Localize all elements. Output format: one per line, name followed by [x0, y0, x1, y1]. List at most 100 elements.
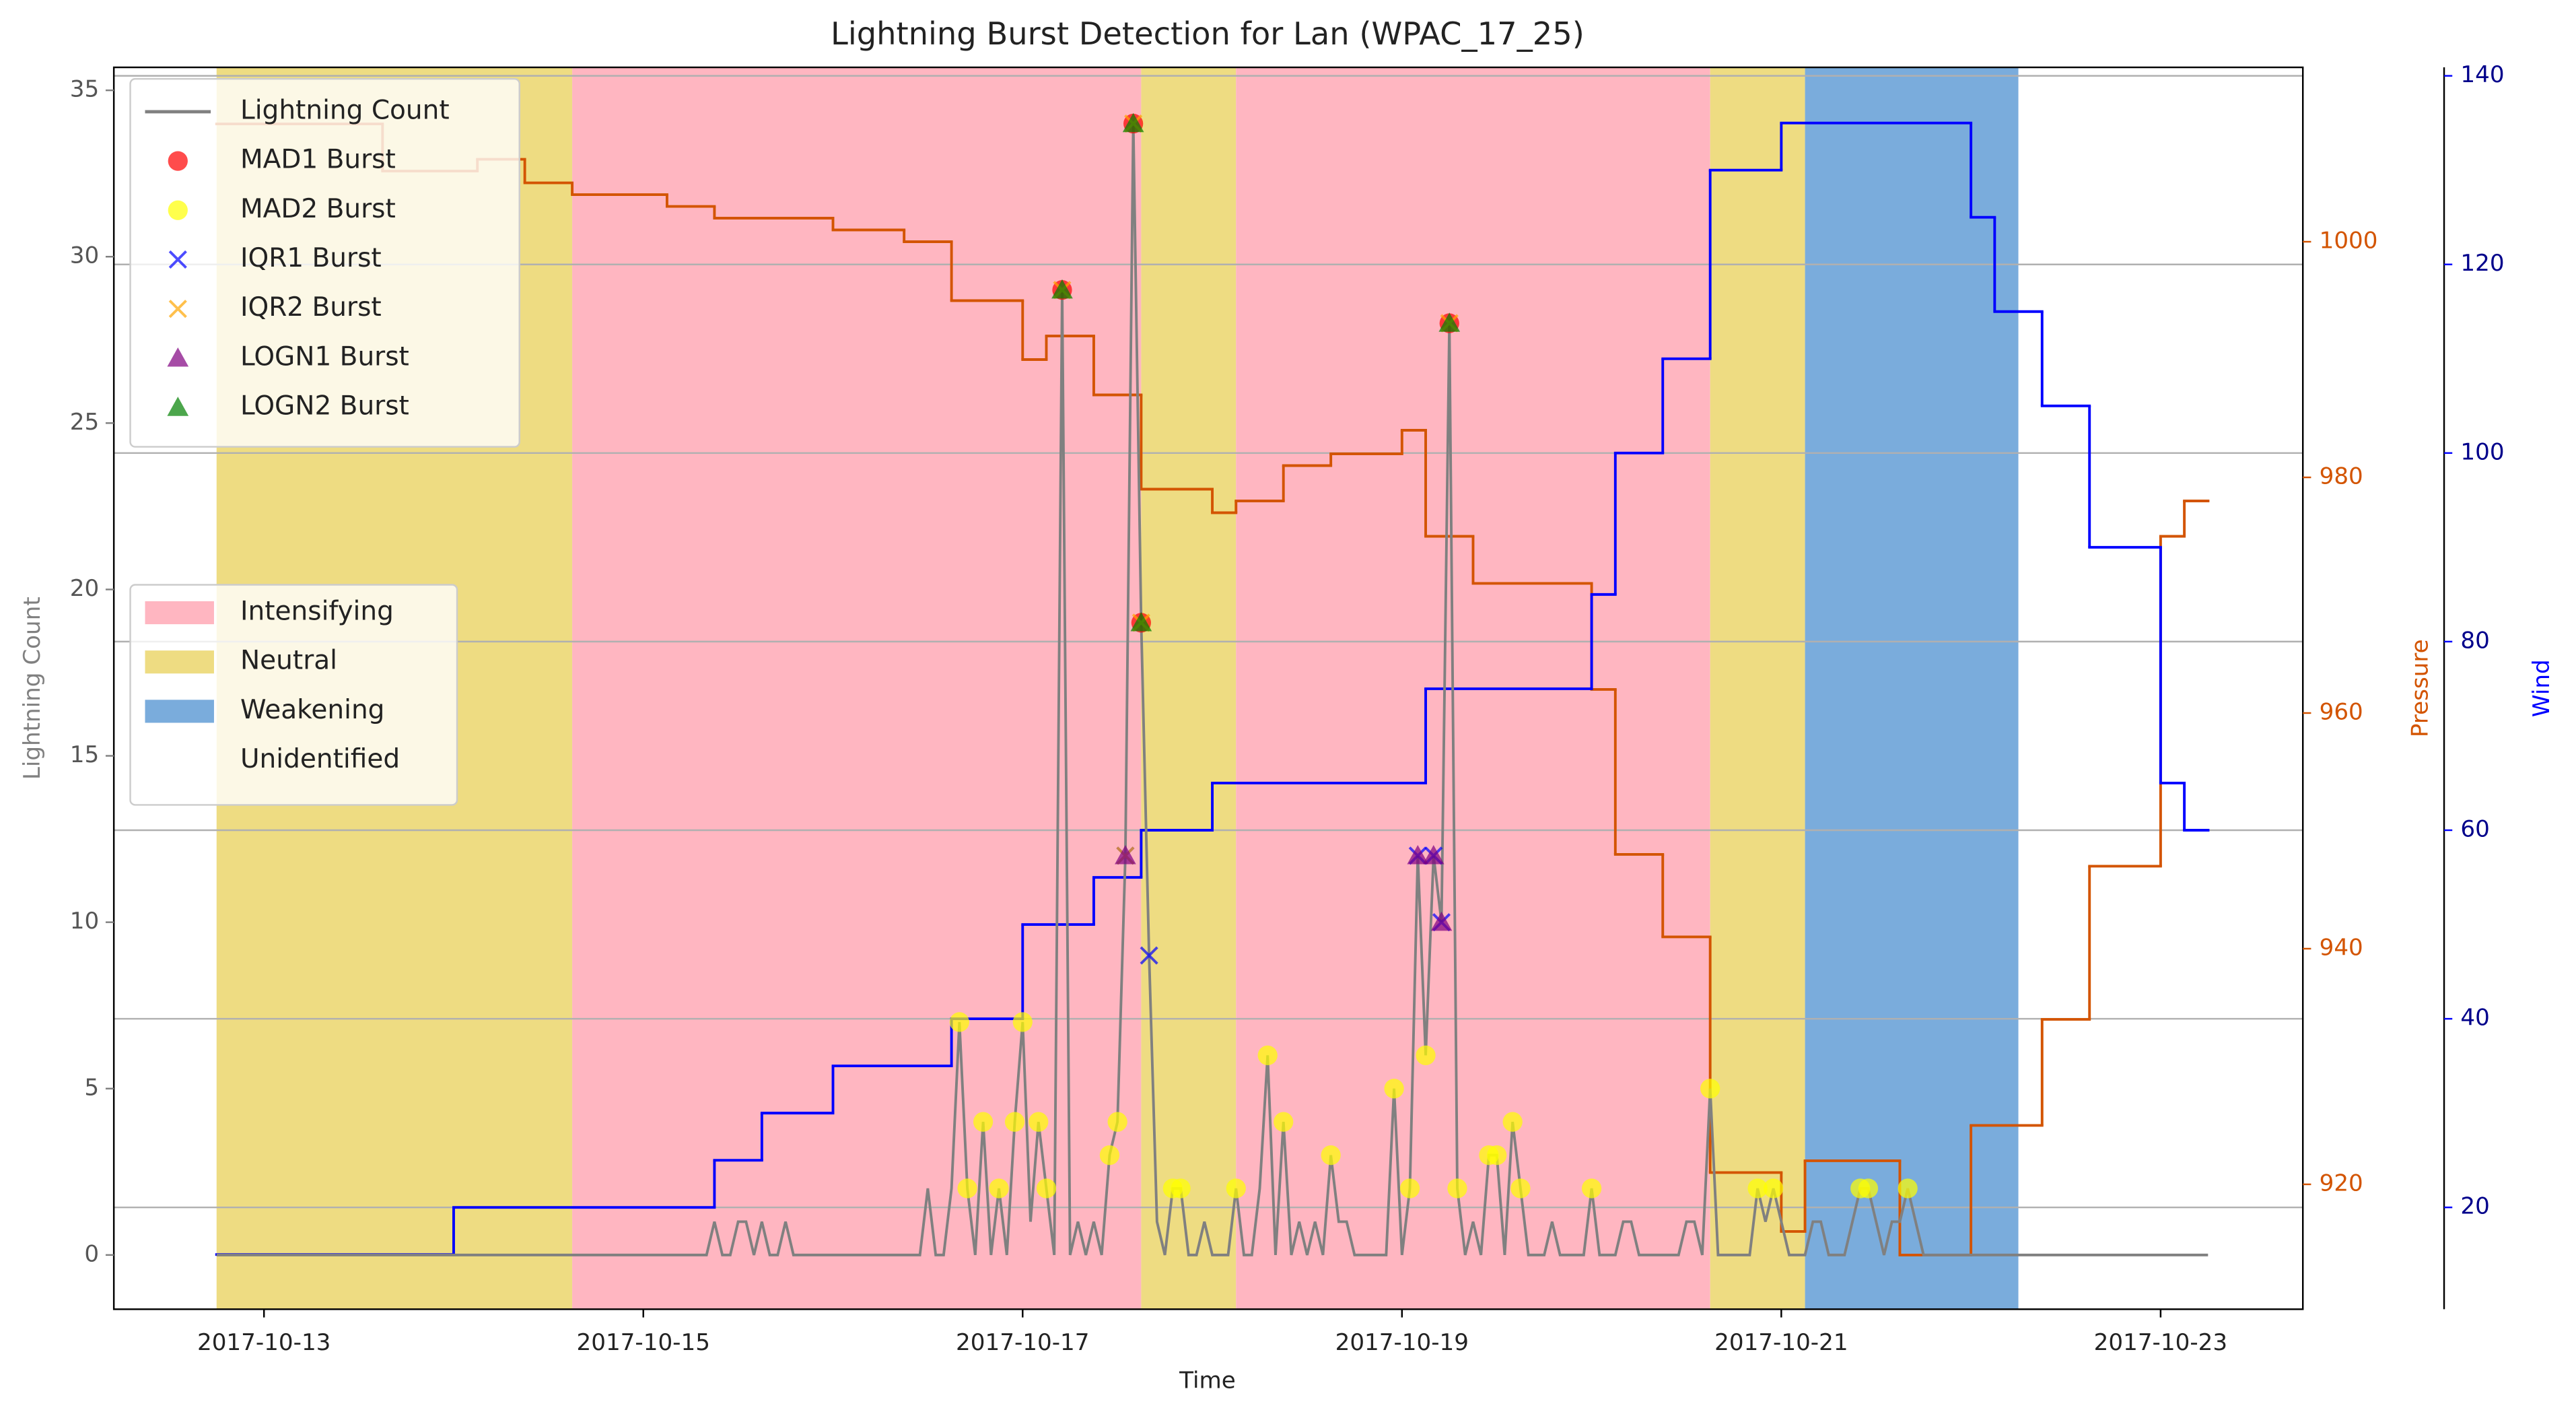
burst-marker [1581, 1178, 1602, 1199]
legend-label: IQR1 Burst [240, 243, 382, 273]
burst-marker [973, 1112, 994, 1132]
chart-title: Lightning Burst Detection for Lan (WPAC_… [831, 15, 1585, 52]
phase-span [1710, 67, 1805, 1310]
y-tick-label: 30 [70, 242, 99, 269]
burst-marker [1422, 844, 1444, 865]
y-tick-label: 35 [70, 76, 99, 103]
y-tick-label: 20 [70, 575, 99, 602]
plot-frame [112, 66, 2304, 1310]
phase-swatch [145, 749, 214, 772]
pressure-axis-label: Pressure [2406, 639, 2433, 737]
legend-marker [168, 200, 188, 220]
burst-marker [1140, 946, 1158, 965]
burst-marker [989, 1178, 1009, 1199]
phase-label: Unidentified [240, 744, 400, 774]
x-tick-label: 2017-10-15 [577, 1329, 710, 1356]
burst-marker [1763, 1178, 1784, 1199]
burst-marker [1051, 279, 1073, 299]
pressure-tick-label: 1000 [2320, 228, 2378, 255]
burst-marker [1115, 844, 1136, 865]
phase-label: Intensifying [240, 596, 394, 626]
wind-tick-label: 20 [2460, 1193, 2489, 1220]
wind-tick-label: 60 [2460, 815, 2489, 842]
burst-marker [1171, 1178, 1191, 1199]
legend-marker [167, 397, 189, 416]
y-tick-label: 15 [70, 741, 99, 768]
legend-label: LOGN2 Burst [240, 391, 409, 422]
legend-label: MAD2 Burst [240, 194, 396, 224]
legend-box [129, 77, 520, 448]
burst-marker [1502, 1112, 1523, 1132]
burst-marker [1407, 844, 1429, 865]
wind-tick-label: 80 [2460, 627, 2489, 654]
axes: Lightning Burst Detection for Lan (WPAC_… [19, 15, 2555, 1394]
pressure-tick-label: 980 [2320, 463, 2363, 490]
pressure-tick-label: 920 [2320, 1170, 2363, 1196]
lightning-line [216, 123, 2208, 1256]
burst-marker [1036, 1178, 1057, 1199]
burst-marker [1510, 1178, 1531, 1199]
burst-marker [957, 1178, 977, 1199]
burst-marker [1447, 1178, 1467, 1199]
burst-marker [1029, 1112, 1049, 1132]
x-tick-label: 2017-10-17 [956, 1329, 1089, 1356]
burst-marker [1700, 1079, 1720, 1099]
burst-marker [1004, 1112, 1025, 1132]
burst-marker [1416, 1045, 1436, 1065]
markers [949, 112, 1918, 1199]
legend-label: LOGN1 Burst [240, 341, 409, 372]
y-tick-label: 10 [70, 908, 99, 935]
burst-marker [1430, 911, 1453, 931]
wind-tick-label: 140 [2460, 61, 2504, 88]
y-tick-label: 0 [84, 1240, 99, 1267]
burst-marker [1130, 612, 1152, 632]
burst-marker [1898, 1178, 1918, 1199]
phase-swatch [145, 650, 214, 674]
burst-marker [1384, 1079, 1404, 1099]
phase-swatch [145, 601, 214, 625]
legend-marker [168, 300, 187, 318]
burst-marker [1747, 1178, 1768, 1199]
y-tick-label: 5 [84, 1074, 99, 1101]
burst-marker [1257, 1045, 1278, 1065]
y-tick-label: 25 [70, 409, 99, 436]
burst-marker [1099, 1145, 1120, 1166]
wind-axis-label: Wind [2528, 659, 2555, 717]
legend-label: MAD1 Burst [240, 145, 396, 175]
legends: Lightning Count MAD1 Burst MAD2 Burst IQR1 … [129, 77, 520, 806]
pressure-tick-label: 960 [2320, 698, 2363, 725]
wind-tick-label: 100 [2460, 438, 2504, 465]
phase-swatch [145, 700, 214, 723]
x-tick-label: 2017-10-23 [2094, 1329, 2227, 1356]
legend-label: IQR2 Burst [240, 292, 382, 323]
y-axis-label: Lightning Count [19, 597, 46, 780]
burst-marker [1274, 1112, 1294, 1132]
burst-marker [1226, 1178, 1246, 1199]
x-axis-label: Time [1179, 1367, 1236, 1394]
legend-marker [168, 151, 188, 171]
burst-marker [949, 1012, 969, 1032]
burst-marker [1107, 1112, 1127, 1132]
wind-tick-label: 120 [2460, 250, 2504, 277]
x-tick-label: 2017-10-13 [197, 1329, 330, 1356]
phase-label: Neutral [240, 646, 337, 676]
phase-span [1805, 67, 2019, 1310]
x-tick-label: 2017-10-21 [1714, 1329, 1848, 1356]
burst-marker [1438, 312, 1461, 332]
phase-label: Weakening [240, 695, 384, 725]
x-tick-label: 2017-10-19 [1335, 1329, 1469, 1356]
lines [215, 121, 2210, 1256]
burst-marker [1012, 1012, 1033, 1032]
burst-marker [1858, 1178, 1879, 1199]
legend-marker [167, 347, 189, 367]
legend-marker [168, 250, 187, 269]
legend-label: Lightning Count [240, 95, 450, 125]
phase-span [572, 67, 1142, 1310]
pressure-tick-label: 940 [2320, 934, 2363, 961]
burst-marker [1122, 112, 1144, 133]
burst-marker [1487, 1145, 1507, 1166]
burst-marker [1321, 1145, 1341, 1166]
wind-tick-label: 40 [2460, 1005, 2489, 1032]
phase-span [1141, 67, 1237, 1310]
